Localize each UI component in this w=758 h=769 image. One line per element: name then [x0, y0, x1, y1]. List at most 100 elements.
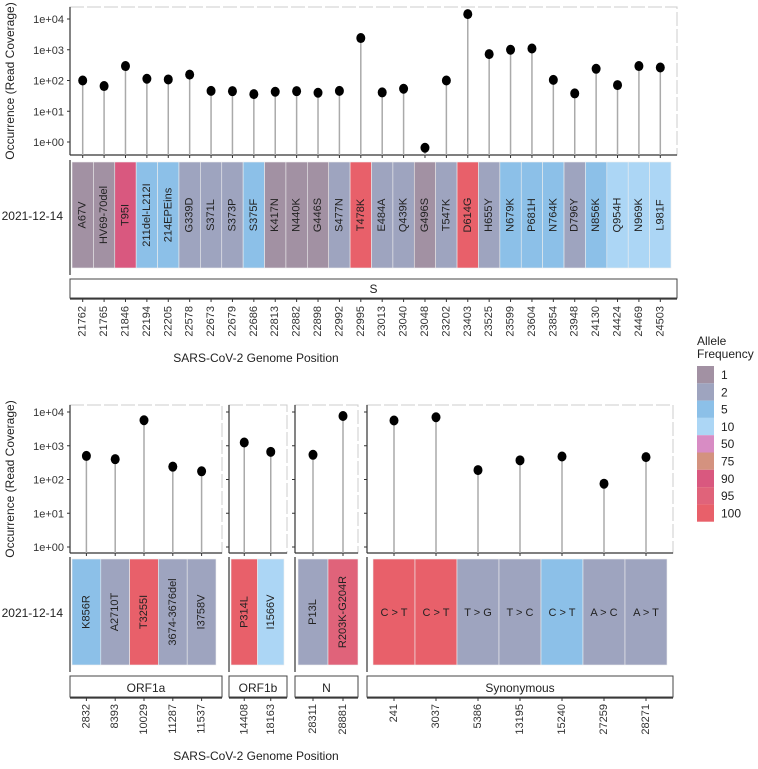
lollipop-point [81, 450, 91, 461]
x-tick-label: 22686 [248, 306, 260, 337]
y-tick-label: 1e+01 [33, 508, 64, 520]
mutation-label: Q439K [398, 197, 410, 232]
legend-label: 1 [721, 368, 728, 382]
gene-strip [69, 675, 223, 698]
frequency-tile [624, 558, 668, 666]
plot-panel [228, 404, 288, 554]
y-tick-label: 1e+02 [33, 76, 64, 88]
mutation-label: T95I [119, 204, 131, 226]
gene-strip [294, 675, 359, 698]
lollipop-point [420, 142, 430, 153]
mutation-label: E484A [376, 198, 388, 232]
lollipop-point [338, 411, 348, 422]
x-tick-label: 22995 [355, 306, 367, 337]
gene-strip [228, 675, 288, 698]
gene-label: ORF1a [127, 681, 166, 695]
x-tick-label: 23202 [440, 306, 452, 337]
gene-strip [366, 675, 674, 698]
mutation-label: Q954H [612, 198, 624, 233]
legend-label: 90 [721, 472, 735, 486]
lollipop-point [484, 49, 494, 60]
x-tick-label: 23948 [569, 306, 581, 337]
frequency-tile [414, 558, 458, 666]
sample-date-label: 2021-12-14 [2, 209, 64, 223]
x-tick-label: 18163 [265, 704, 277, 735]
lollipop-point [599, 478, 609, 489]
x-tick-label: 22813 [269, 306, 281, 337]
mutation-label: N679K [505, 198, 517, 232]
mutation-label: A > T [633, 607, 659, 619]
legend-swatch [697, 366, 714, 384]
lollipop-point [120, 61, 130, 72]
lollipop-point [78, 75, 88, 86]
lollipop-point [163, 74, 173, 85]
x-tick-label: 23525 [483, 306, 495, 337]
mutation-label: G496S [419, 198, 431, 232]
mutation-label: A67V [77, 201, 89, 229]
y-tick-label: 1e+03 [33, 441, 64, 453]
x-tick-label: 28881 [337, 704, 349, 735]
mutation-label: T > G [464, 607, 492, 619]
lollipop-point [399, 83, 409, 94]
lollipop-point [548, 74, 558, 85]
frequency-tile [649, 161, 672, 269]
legend-swatch [697, 400, 714, 418]
x-tick-label: 23599 [505, 306, 517, 337]
x-tick-label: 21765 [98, 306, 110, 337]
lollipop-point [634, 61, 644, 72]
mutation-label: 214EPEins [162, 187, 174, 242]
y-tick-label: 1e+01 [33, 106, 64, 118]
x-tick-label: 23040 [398, 306, 410, 337]
mutation-label: N440K [291, 198, 303, 232]
lollipop-point [308, 449, 318, 460]
mutation-label: C > T [422, 607, 449, 619]
legend-label: 50 [721, 437, 735, 451]
x-tick-label: 21762 [77, 306, 89, 337]
x-tick-label: 22882 [291, 306, 303, 337]
legend-swatch [697, 469, 714, 488]
lollipop-point [506, 44, 516, 55]
y-tick-label: 1e+04 [33, 407, 64, 419]
lollipop-point [313, 87, 323, 98]
lollipop-point [557, 451, 567, 462]
mutation-label: T547K [440, 198, 452, 231]
plot-panel [294, 404, 359, 554]
frequency-tile [230, 558, 258, 666]
mutation-label: S375F [248, 199, 260, 232]
mutation-label: S477N [333, 198, 345, 232]
legend-swatch [697, 383, 714, 401]
legend-label: 75 [721, 455, 735, 469]
legend-label: 5 [721, 403, 728, 417]
frequency-tile [257, 558, 285, 666]
frequency-tile [372, 558, 416, 666]
lollipop-point [142, 73, 152, 84]
mutation-label: T3255I [138, 595, 150, 629]
x-tick-label: 24469 [633, 306, 645, 337]
mutation-label: 3674-3676del [167, 578, 179, 645]
lollipop-point [197, 466, 207, 477]
lollipop-point [249, 89, 259, 100]
x-tick-label: 21846 [119, 306, 131, 337]
lollipop-point [613, 80, 623, 91]
x-tick-label: 28271 [640, 704, 652, 735]
mutation-label: I3758V [196, 594, 208, 630]
y-tick-label: 1e+00 [33, 137, 64, 149]
lollipop-point [527, 43, 537, 54]
x-tick-label: 24130 [590, 306, 602, 337]
x-tick-label: 8393 [109, 704, 121, 728]
legend-swatch [697, 435, 714, 453]
x-tick-label: 23403 [462, 306, 474, 337]
legend-swatch [697, 452, 714, 470]
mutation-label: T478K [355, 198, 367, 231]
x-axis-title: SARS-CoV-2 Genome Position [173, 749, 338, 763]
mutation-label: H655Y [483, 198, 495, 232]
lollipop-point [206, 85, 216, 96]
x-tick-label: 22679 [226, 306, 238, 337]
legend-label: 95 [721, 489, 735, 503]
lollipop-point [655, 62, 665, 73]
x-tick-label: 22992 [333, 306, 345, 337]
lollipop-point [185, 69, 195, 80]
mutation-label: T > C [506, 607, 533, 619]
plot-panel [69, 6, 678, 156]
x-tick-label: 11287 [167, 704, 179, 734]
